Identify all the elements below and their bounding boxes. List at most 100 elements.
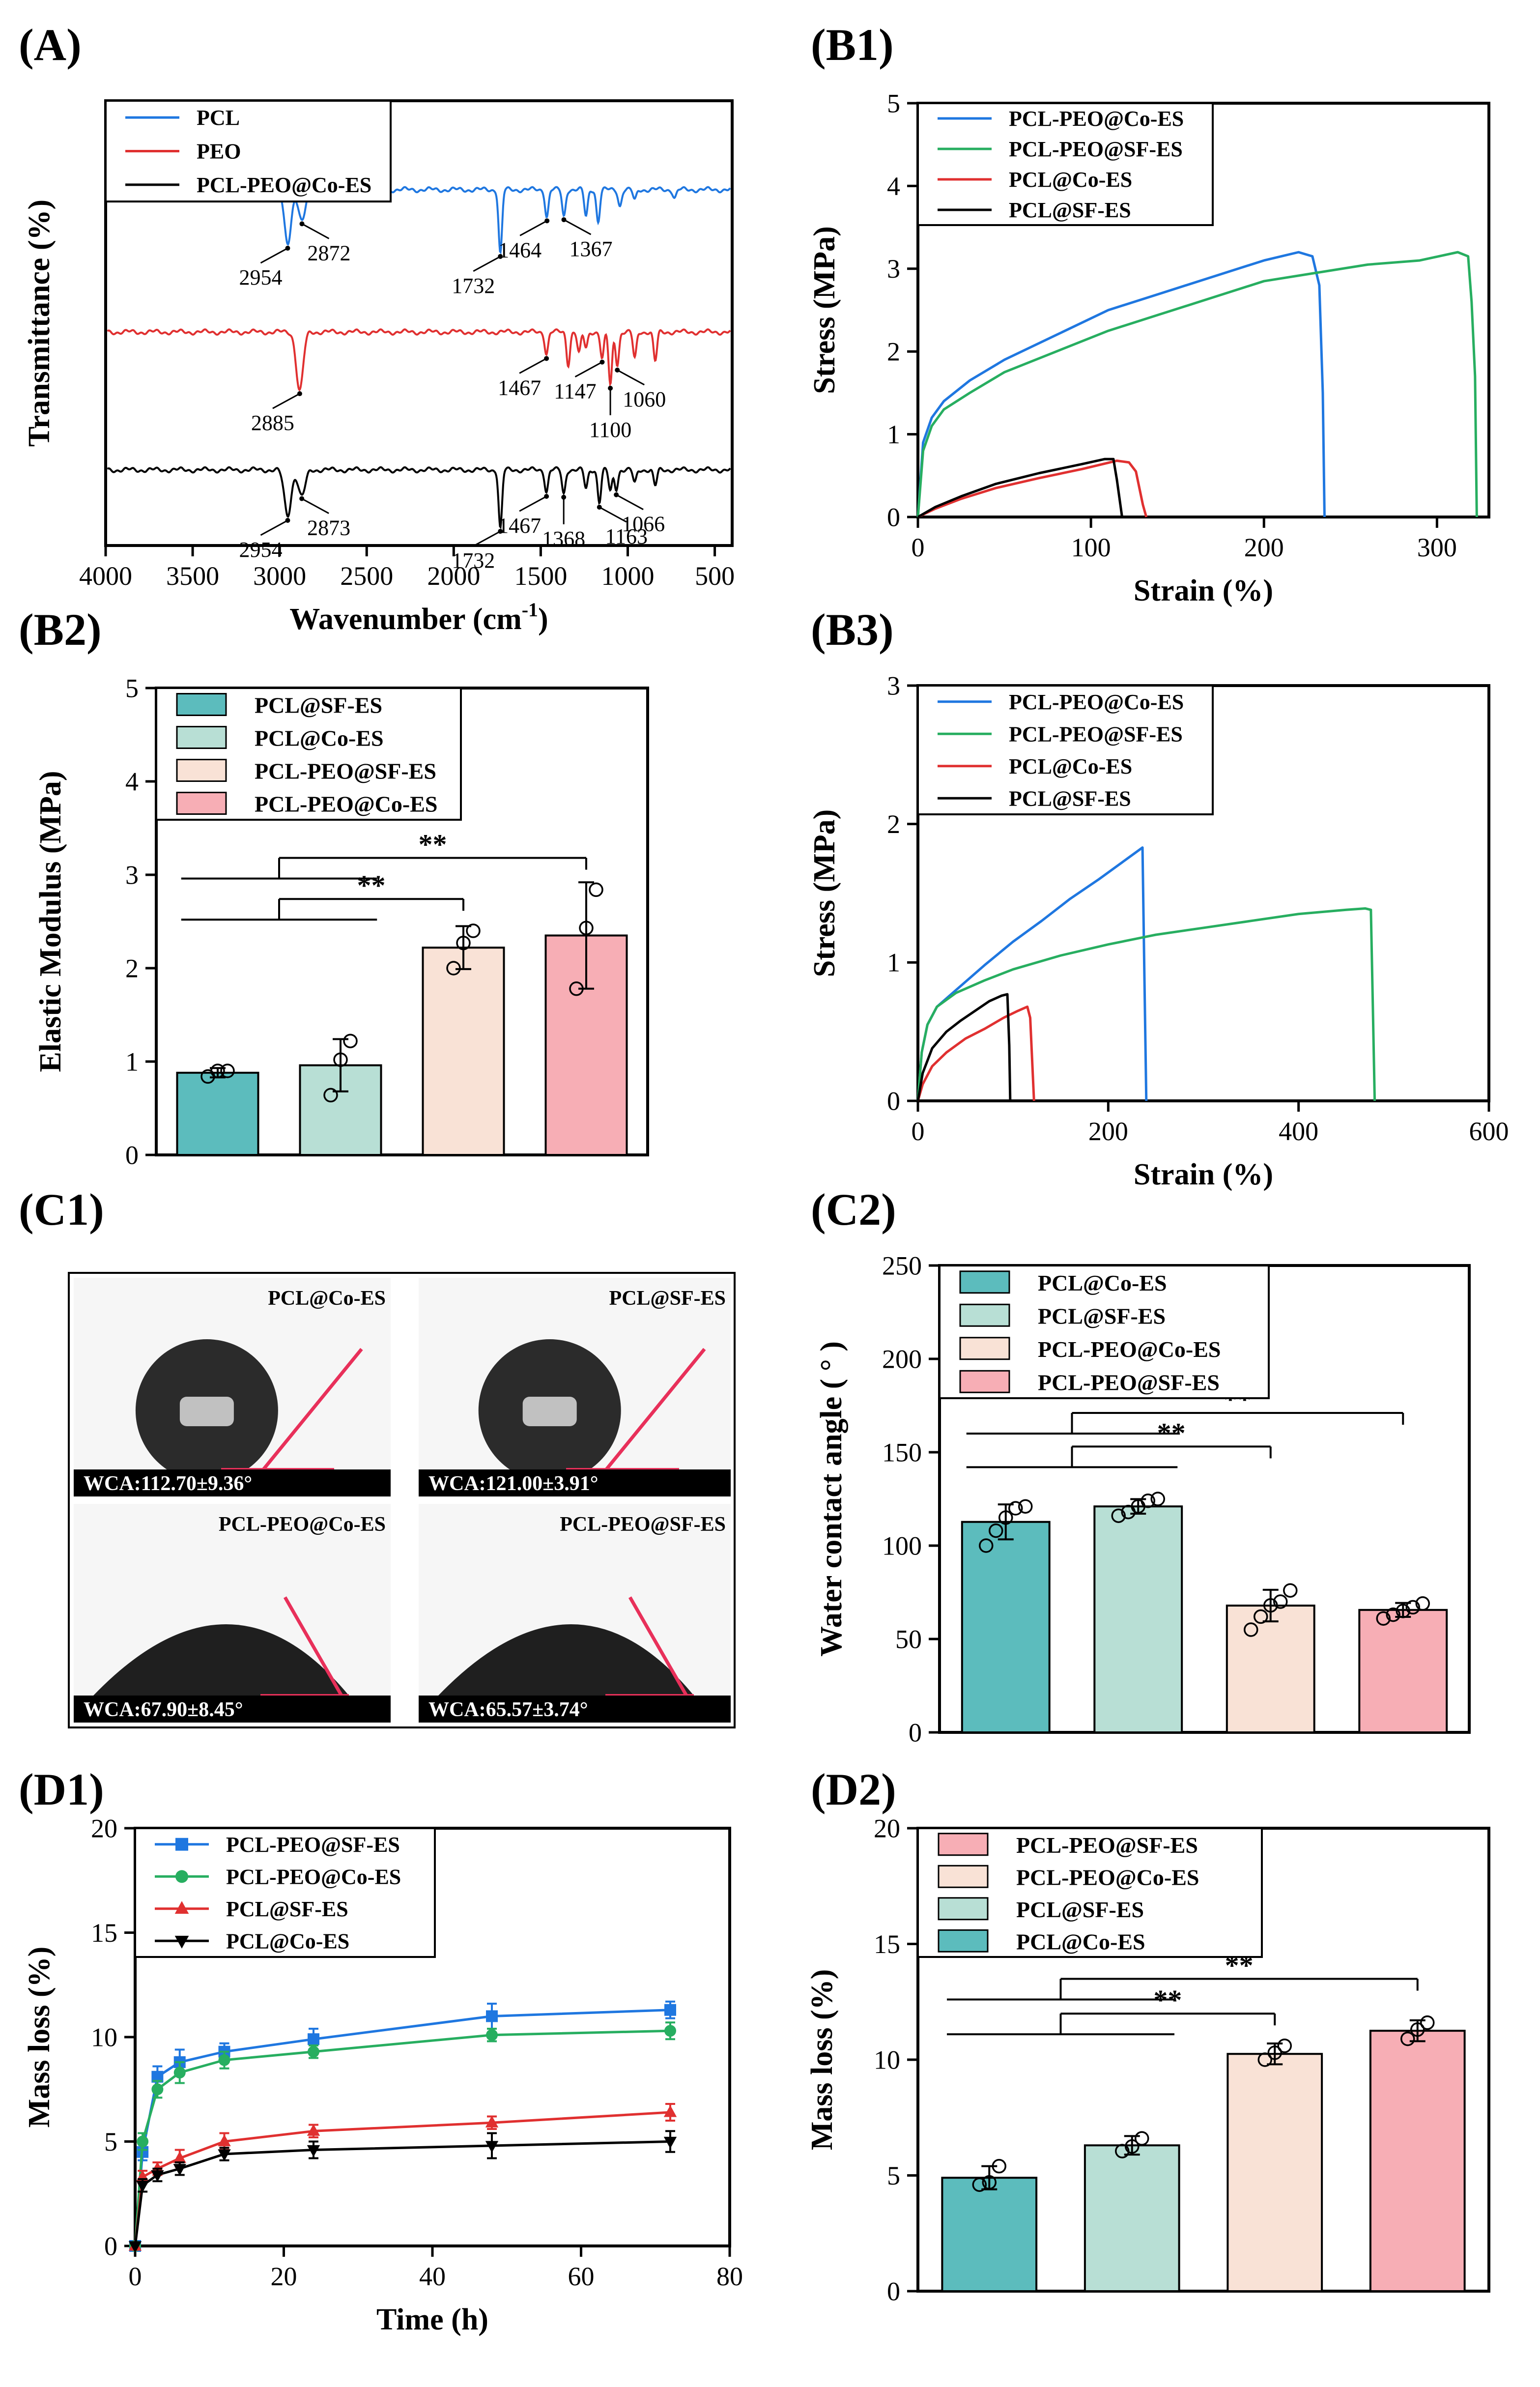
data-marker [218,2054,230,2066]
x-tick-label: 200 [1244,533,1284,562]
image-title: PCL@SF-ES [609,1287,726,1310]
contact-angle-panel: WCA:112.70±9.36° PCL@Co-ES WCA:121.00±3.91… [68,1272,736,1728]
arrow-head [608,385,613,391]
data-point [979,1538,994,1553]
peak-label: 1467 [498,375,541,400]
y-tick-label: 0 [887,1086,900,1116]
annotation-arrow [616,494,644,511]
bar-pcl-sf-es [176,1071,259,1156]
y-axis-label: Elastic Modulus (MPa) [34,771,67,1072]
y-tick-label: 2 [125,953,139,983]
data-point [998,1510,1013,1525]
data-point [1273,1594,1288,1609]
data-point [982,2175,997,2190]
annotation-arrow [473,256,501,272]
wca-label-bar [419,1696,731,1723]
arrow-head [544,218,550,224]
legend [917,102,1214,226]
peak-label: 1066 [622,512,665,536]
legend-swatch [176,792,227,815]
bar-pcl-sf-es [1084,2144,1180,2293]
data-point [323,1088,338,1103]
panel-label-a: (A) [19,20,82,70]
bar-pcl-sf-es [1093,1505,1183,1733]
arrow-head [299,496,305,501]
peak-label: 1368 [542,527,585,551]
annotation-arrow [519,358,547,374]
panel-label-d1: (D1) [19,1764,104,1814]
y-tick-label: 3 [887,254,900,284]
panel-label-b3: (B3) [811,604,894,655]
legend-label: PCL [197,106,240,130]
y-tick-label: 15 [91,1918,117,1948]
wca-label-bar [74,1469,391,1496]
series-line-pcl-co-es [134,2140,671,2246]
bar-pcl-peo-co-es [1226,2053,1323,2293]
legend-label: PCL@SF-ES [226,1897,348,1921]
data-point [589,882,603,897]
data-marker [174,1901,189,1914]
y-tick-label: 150 [882,1438,922,1467]
legend-label: PCL-PEO@SF-ES [1009,722,1183,746]
peak-label: 2954 [239,265,282,289]
y-tick-label: 5 [104,2127,117,2157]
data-point [1283,1583,1298,1598]
data-point [1125,2139,1140,2154]
droplet [93,1624,349,1696]
data-marker [175,1838,188,1851]
wca-label-bar [419,1469,731,1496]
chart-a: 4000 3500 3000 2500 2000 1500 1000 500 Wavenumbe… [23,99,735,636]
data-point [1400,2031,1415,2046]
data-point [1396,1604,1410,1618]
legend-swatch [959,1337,1010,1360]
data-point [1254,1609,1268,1624]
data-marker [136,2181,149,2193]
data-marker [485,2141,499,2153]
legend-label: PCL-PEO@SF-ES [1038,1370,1220,1395]
droplet-highlight [179,1397,234,1426]
y-tick-label: 0 [887,2276,900,2306]
legend-label: PCL-PEO@Co-ES [226,1865,401,1889]
arrow-head [299,221,305,227]
x-tick-label: 40 [419,2262,446,2291]
contact-angle-line [604,1348,706,1471]
data-point [1018,1499,1033,1514]
x-tick-label: 20 [271,2262,297,2291]
arrow-head [561,217,567,223]
bar-pcl-peo-sf-es [1358,1609,1448,1733]
y-tick-label: 10 [874,2045,900,2074]
arrow-head [614,492,619,497]
bar-pcl-peo-sf-es [422,947,505,1156]
wca-value: WCA:121.00±3.91° [428,1472,599,1495]
legend-label: PCL@Co-ES [255,726,384,751]
wca-value: WCA:65.57±3.74° [428,1698,588,1721]
legend-label: PCL@Co-ES [1009,168,1132,192]
legend-label: PCL-PEO@SF-ES [1009,137,1183,161]
series-line-pcl-co-es [917,459,1148,518]
series-line-peo [107,328,731,392]
arrow-head [297,391,302,397]
y-tick-label: 250 [882,1251,922,1280]
y-tick-label: 5 [887,2161,900,2190]
data-marker [175,1870,188,1883]
droplet-image-1: WCA:112.70±9.36° PCL@Co-ES [74,1278,391,1496]
data-point [569,981,584,996]
y-tick-label: 0 [125,1140,139,1170]
peak-label: 1732 [452,548,495,573]
data-marker [308,2045,319,2058]
y-axis-label: Transmittance (%) [23,200,56,447]
legend-label: PCL-PEO@SF-ES [1016,1833,1198,1858]
significance-label: ** [419,829,447,861]
x-axis-label: Strain (%) [1134,574,1273,607]
data-point [1257,2052,1272,2067]
arrow-head [599,359,605,365]
data-marker [663,2105,677,2117]
arrow-head [615,367,620,373]
y-axis-label: Stress (MPa) [808,809,841,977]
data-marker [664,2025,676,2037]
legend-label: PEO [197,140,241,164]
y-tick-label: 0 [909,1718,922,1747]
data-marker [218,2149,231,2161]
